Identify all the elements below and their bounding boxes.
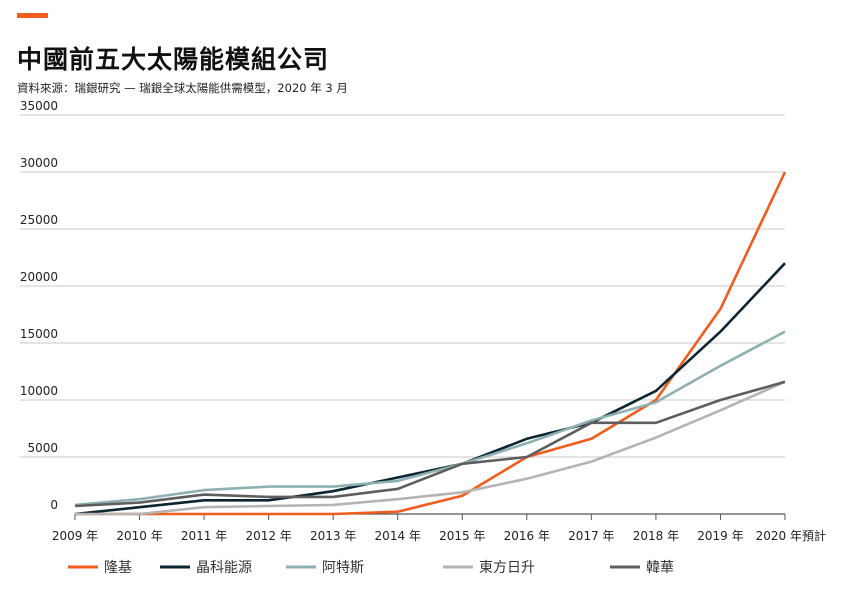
series-line-3: [75, 380, 786, 516]
y-tick-label: 5000: [27, 441, 58, 455]
legend-label: 東方日升: [479, 560, 535, 576]
y-tick-label: 0: [50, 498, 58, 512]
series-line-0: [75, 171, 787, 516]
series-lines: [74, 171, 787, 516]
x-tick-label: 2014 年: [375, 529, 421, 543]
y-tick-label: 35000: [20, 99, 58, 113]
series-line-4: [74, 380, 786, 508]
y-tick-label: 30000: [20, 156, 58, 170]
accent-bar: [17, 13, 48, 18]
y-axis-ticks: 0 5000 10000 15000 20000 25000 30000 35000: [20, 99, 58, 512]
series-line-2: [74, 330, 786, 507]
chart-source: 資料來源：瑞銀研究 — 瑞銀全球太陽能供需模型，2020 年 3 月: [17, 81, 348, 95]
legend-label: 阿特斯: [322, 560, 364, 576]
x-tick-label: 2013 年: [310, 529, 356, 543]
y-tick-label: 15000: [20, 327, 58, 341]
y-tick-label: 20000: [20, 270, 58, 284]
x-tick-label: 2017 年: [568, 529, 614, 543]
x-tick-label: 2015 年: [439, 529, 485, 543]
x-tick-label: 2020 年預計: [756, 528, 826, 543]
chart-title: 中國前五大太陽能模組公司: [17, 45, 330, 74]
x-tick-label: 2012 年: [245, 529, 291, 543]
x-tick-label: 2011 年: [181, 529, 227, 543]
legend-label: 隆基: [104, 559, 132, 576]
x-axis-ticks: 2009 年 2010 年 2011 年 2012 年 2013 年 2014 年 2015…: [52, 514, 826, 543]
legend: 隆基 晶科能源 阿特斯 東方日升 韓華: [68, 559, 674, 576]
legend-label: 韓華: [646, 560, 674, 576]
gridlines: [20, 114, 785, 458]
x-tick-label: 2019 年: [697, 529, 743, 543]
series-line-1: [74, 262, 786, 516]
x-tick-label: 2010 年: [116, 529, 162, 543]
y-tick-label: 25000: [20, 213, 58, 227]
x-tick-label: 2018 年: [633, 529, 679, 543]
legend-label: 晶科能源: [196, 560, 252, 576]
x-tick-label: 2009 年: [52, 529, 98, 543]
y-tick-label: 10000: [20, 384, 58, 398]
x-tick-label: 2016 年: [504, 529, 550, 543]
